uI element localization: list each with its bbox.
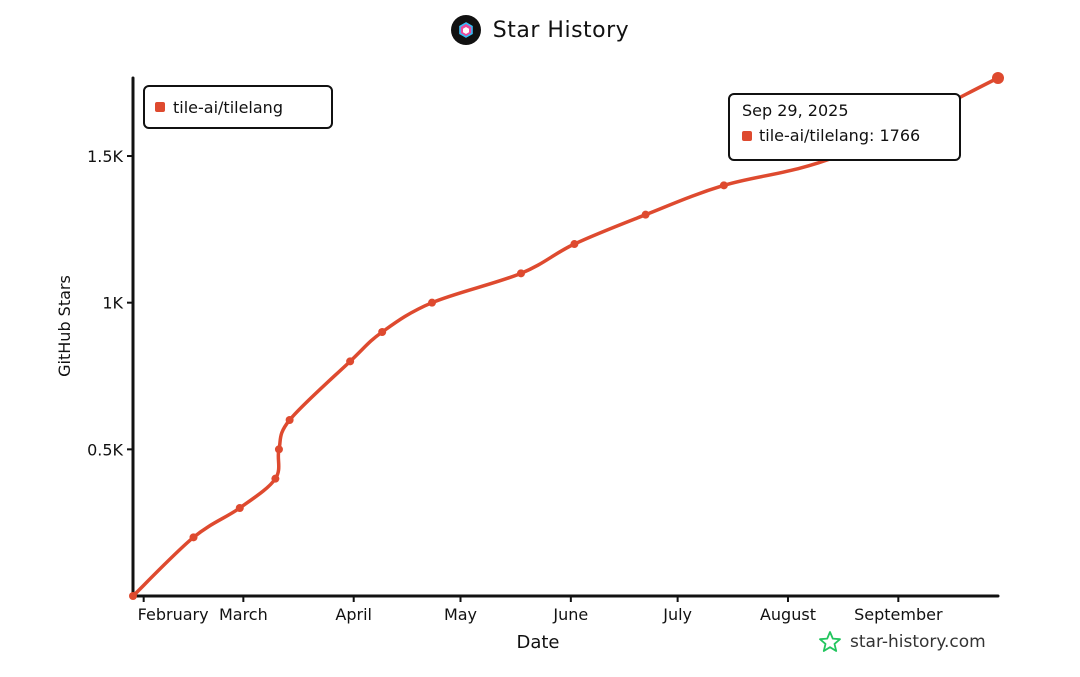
data-point[interactable] xyxy=(570,240,579,249)
x-tick-label: September xyxy=(854,605,943,624)
star-history-logo-icon xyxy=(450,15,481,45)
star-outline-icon xyxy=(819,631,841,652)
x-axis-ticks: February March April May June July August Septe… xyxy=(138,596,943,624)
data-point[interactable] xyxy=(428,298,437,307)
data-point[interactable] xyxy=(719,181,728,190)
tooltip-value: tile-ai/tilelang: 1766 xyxy=(759,126,921,145)
watermark-text: star-history.com xyxy=(850,632,986,652)
tooltip-swatch xyxy=(742,130,752,141)
series-layer xyxy=(129,72,1004,600)
x-tick-label: May xyxy=(444,605,477,624)
data-point[interactable] xyxy=(235,504,244,513)
data-point[interactable] xyxy=(285,416,294,425)
series-line xyxy=(131,76,1000,598)
axes xyxy=(131,76,1000,598)
data-point[interactable] xyxy=(274,445,283,454)
y-axis-ticks: 0.5K 1K 1.5K xyxy=(87,147,133,459)
chart-title: Star History xyxy=(492,17,630,43)
chart-header: Star History xyxy=(0,10,1080,50)
y-axis-label: GitHub Stars xyxy=(55,275,74,377)
y-tick-label: 1.5K xyxy=(87,147,123,166)
data-point[interactable] xyxy=(346,357,355,366)
tooltip-date: Sep 29, 2025 xyxy=(742,101,849,120)
data-point[interactable] xyxy=(517,269,526,278)
data-point[interactable] xyxy=(189,533,198,542)
data-point[interactable] xyxy=(129,592,137,600)
data-point[interactable] xyxy=(641,210,650,219)
x-tick-label: July xyxy=(662,605,692,624)
x-tick-label: August xyxy=(760,605,816,624)
y-tick-label: 0.5K xyxy=(87,440,123,459)
x-tick-label: June xyxy=(552,605,588,624)
legend: tile-ai/tilelang xyxy=(143,85,333,129)
data-point-latest[interactable] xyxy=(992,72,1004,84)
legend-swatch xyxy=(155,102,165,112)
data-point[interactable] xyxy=(271,474,280,483)
watermark[interactable]: star-history.com xyxy=(818,630,986,654)
data-point[interactable] xyxy=(378,328,387,337)
x-tick-label: April xyxy=(335,605,372,624)
legend-label: tile-ai/tilelang xyxy=(173,97,283,117)
hover-tooltip: Sep 29, 2025 tile-ai/tilelang: 1766 xyxy=(728,93,961,161)
x-tick-label: February xyxy=(138,605,209,624)
x-tick-label: March xyxy=(219,605,268,624)
y-tick-label: 1K xyxy=(102,294,123,313)
x-axis-label: Date xyxy=(516,632,559,653)
